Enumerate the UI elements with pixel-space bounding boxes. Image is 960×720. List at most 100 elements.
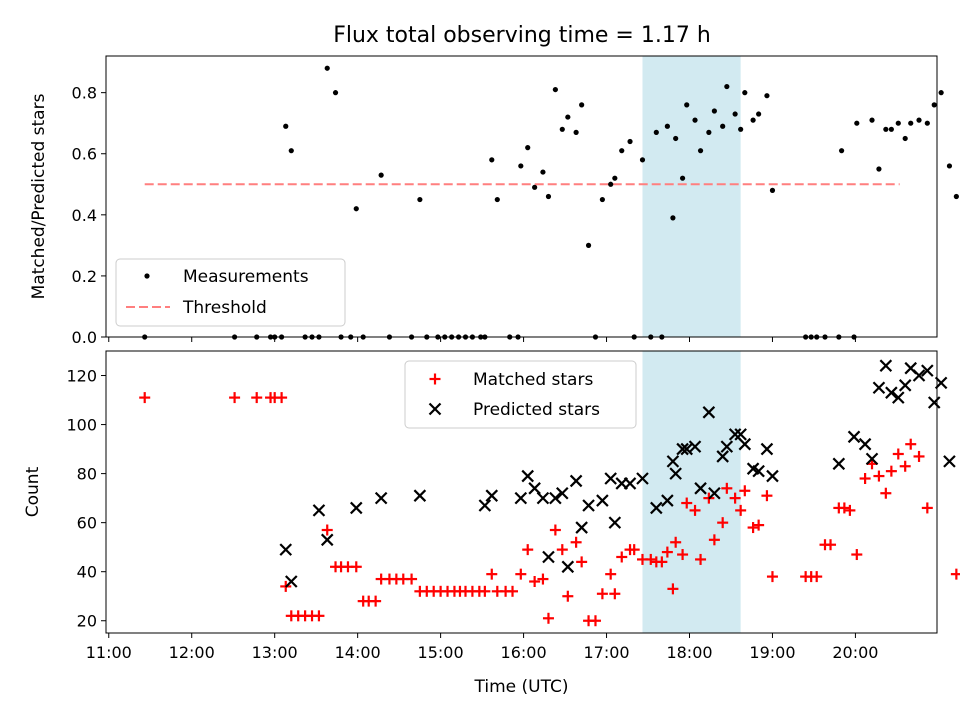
measurement-point [764, 93, 770, 99]
matched-point [605, 568, 617, 580]
x-b [596, 494, 609, 507]
x-b [666, 455, 680, 468]
predicted-point [285, 575, 298, 588]
x-b [752, 464, 765, 478]
x-b [478, 499, 492, 512]
x-b [528, 482, 541, 495]
x-tick-label: 12:00 [169, 643, 215, 662]
measurement-point [883, 126, 889, 132]
x-b [413, 489, 427, 502]
predicted-point [943, 455, 956, 468]
predicted-point [832, 457, 846, 471]
predicted-point [556, 486, 569, 500]
x-b [921, 364, 934, 377]
measurement-point [532, 184, 538, 190]
x-b [879, 359, 893, 372]
measurement-point [288, 148, 294, 154]
measurements-series [142, 65, 959, 340]
legend-x-glyph [428, 402, 442, 416]
matched-point [838, 502, 850, 514]
x-b [650, 501, 663, 515]
x-b [536, 491, 550, 505]
x-b [374, 491, 388, 505]
x-b [832, 457, 846, 471]
measurement-point [854, 120, 860, 126]
measurement-point [876, 166, 882, 172]
top-y-tick-label: 0.0 [72, 328, 97, 347]
bottom-plot-frame [105, 350, 938, 634]
x-tick-label: 20:00 [832, 643, 878, 662]
measurement-point [417, 196, 423, 203]
x-b [428, 402, 442, 416]
matched-point [529, 576, 541, 588]
matched-point [406, 573, 418, 585]
measurement-point [895, 120, 901, 126]
matched-point [747, 522, 759, 534]
x-tick-label: 13:00 [252, 643, 298, 662]
legend-plus-glyph [429, 373, 441, 385]
measurement-point [378, 172, 384, 178]
measurement-point [720, 123, 726, 129]
measurement-point [494, 196, 500, 203]
measurement-point [612, 175, 618, 181]
legend-measurements-marker [144, 273, 150, 279]
matched-point [753, 519, 765, 531]
predicted-point [374, 491, 388, 505]
measurement-point [711, 108, 717, 114]
predicted-point [879, 359, 893, 372]
measurement-point [697, 148, 704, 154]
predicted-point [702, 406, 716, 419]
predicted-point [312, 504, 326, 517]
x-tick-label: 15:00 [418, 643, 464, 662]
predicted-point [623, 477, 637, 490]
bottom-y-tick-label: 120 [66, 367, 97, 386]
predicted-point [676, 442, 689, 456]
predicted-point [892, 391, 905, 404]
predicted-point [413, 489, 427, 502]
matched-point [479, 585, 491, 597]
matched-point [576, 556, 588, 568]
bottom-y-tick-label: 80 [77, 465, 97, 484]
predicted-point [872, 381, 886, 395]
top-highlight-band [642, 56, 741, 337]
x-b [582, 499, 595, 512]
measurement-point [545, 193, 552, 200]
x-tick-label: 17:00 [583, 643, 629, 662]
x-b [728, 428, 742, 441]
measurement-point [946, 163, 953, 169]
x-b [708, 486, 721, 500]
measurement-point [769, 187, 776, 193]
x-b [514, 491, 528, 505]
x-b [746, 462, 760, 475]
measurement-point [838, 148, 845, 154]
predicted-point [514, 491, 528, 505]
predicted-point [912, 369, 926, 382]
measurement-point [619, 148, 625, 154]
predicted-point [734, 428, 747, 441]
matched-point [507, 585, 519, 597]
predicted-point [636, 472, 649, 485]
predicted-point [898, 379, 912, 392]
matched-point [913, 450, 925, 462]
measurement-point [931, 102, 937, 108]
predicted-point [596, 494, 609, 507]
matched-point [885, 465, 897, 477]
matched-point [609, 588, 621, 600]
matched-point [844, 504, 856, 516]
predicted-point [927, 396, 941, 409]
predicted-point [760, 442, 774, 456]
matched-point [139, 392, 151, 404]
x-tick-label: 11:00 [86, 643, 132, 662]
matched-point [899, 460, 911, 472]
bottom-y-tick-label: 20 [77, 612, 97, 631]
measurement-point [608, 181, 614, 187]
measurement-point [742, 90, 748, 96]
matched-point [708, 534, 720, 546]
measurement-point [627, 138, 633, 145]
matched-point [721, 482, 733, 494]
matched-point [350, 561, 362, 573]
top-y-tick-label: 0.8 [72, 84, 97, 103]
x-b [569, 474, 583, 488]
measurement-point [559, 126, 565, 132]
measurement-point [353, 206, 359, 212]
